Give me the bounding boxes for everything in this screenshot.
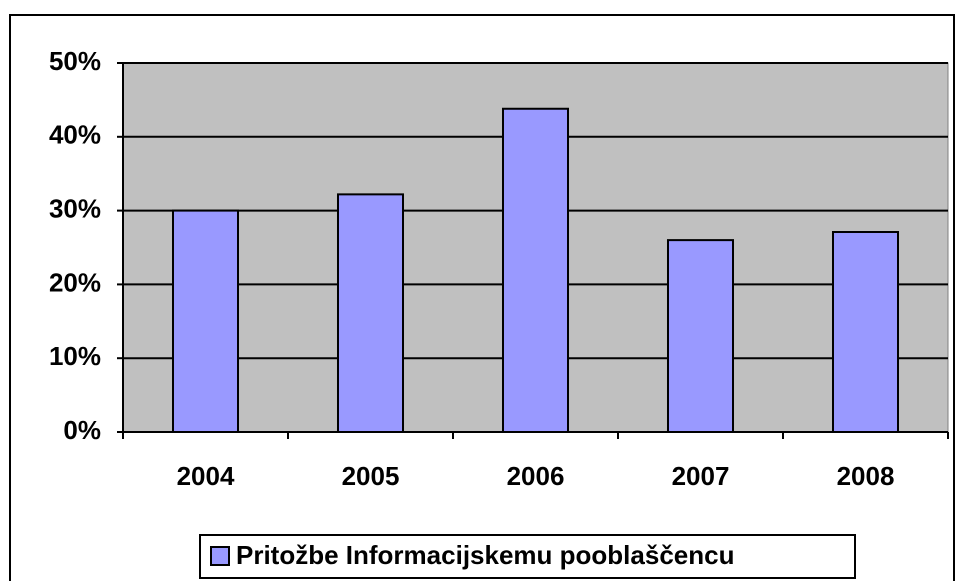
bar bbox=[831, 231, 900, 433]
x-tick-label: 2008 bbox=[837, 461, 895, 491]
x-tick-label: 2006 bbox=[507, 461, 565, 491]
y-tick-label: 20% bbox=[49, 267, 101, 297]
bar bbox=[501, 107, 570, 433]
y-tick-label: 30% bbox=[49, 193, 101, 223]
x-tick-label: 2004 bbox=[177, 461, 235, 491]
x-tick-label: 2007 bbox=[672, 461, 730, 491]
legend-swatch bbox=[210, 546, 230, 566]
legend-box bbox=[199, 534, 856, 579]
bar bbox=[171, 209, 240, 433]
bar bbox=[336, 193, 405, 433]
y-tick-label: 10% bbox=[49, 341, 101, 371]
y-tick-label: 50% bbox=[49, 46, 101, 76]
legend-label: Pritožbe Informacijskemu pooblaščencu bbox=[236, 540, 734, 570]
bar bbox=[666, 239, 735, 433]
x-tick-label: 2005 bbox=[342, 461, 400, 491]
y-tick-label: 40% bbox=[49, 120, 101, 150]
y-tick-label: 0% bbox=[63, 415, 101, 445]
